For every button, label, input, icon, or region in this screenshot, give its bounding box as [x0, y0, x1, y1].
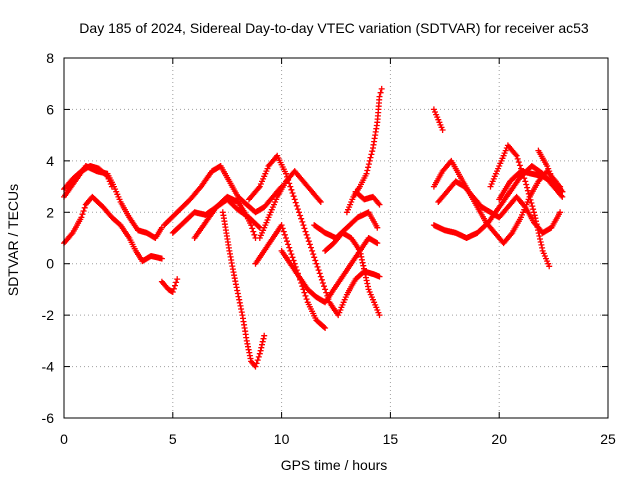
x-tick-label: 15: [383, 431, 399, 447]
data-markers: [322, 229, 383, 319]
data-markers: [430, 106, 446, 133]
data-markers: [535, 147, 566, 195]
data-markers: [252, 222, 329, 331]
y-tick-label: -4: [42, 359, 55, 375]
data-markers: [278, 235, 381, 306]
ticks-layer: 0 5 10 15 20 25 -6 -4 -2 0 2 4 6 8: [42, 50, 616, 447]
series-arc11: [256, 168, 324, 241]
marks-layer: [61, 85, 566, 370]
y-tick-label: 4: [46, 153, 54, 169]
plot-frame: [63, 57, 609, 419]
data-markers: [158, 276, 181, 295]
series-arc21: [487, 142, 553, 270]
x-tick-label: 20: [491, 431, 507, 447]
series-arc18: [430, 157, 566, 247]
y-axis-label: SDTVAR / TECUs: [5, 184, 21, 296]
y-tick-label: 2: [46, 204, 54, 220]
y-tick-label: 0: [46, 256, 54, 272]
data-markers: [191, 193, 259, 241]
series-arc4: [158, 276, 181, 295]
series-arc5: [161, 163, 285, 229]
data-markers: [256, 168, 324, 241]
x-axis-label: GPS time / hours: [281, 457, 388, 473]
series-arc16: [352, 188, 383, 208]
series-arc8: [219, 209, 268, 370]
chart-title: Day 185 of 2024, Sidereal Day-to-day VTE…: [79, 20, 589, 36]
y-tick-label: 6: [46, 101, 54, 117]
series-arc17: [430, 106, 446, 133]
y-tick-label: -2: [42, 307, 55, 323]
data-markers: [161, 163, 285, 229]
data-markers: [430, 157, 566, 247]
x-tick-label: 10: [274, 431, 290, 447]
series-arc12: [278, 235, 381, 306]
series-arc7: [191, 193, 259, 241]
x-tick-label: 5: [169, 431, 177, 447]
series-arc10: [252, 222, 329, 331]
series-arc14: [322, 229, 383, 319]
x-tick-label: 25: [600, 431, 616, 447]
data-markers: [352, 188, 383, 208]
y-tick-label: 8: [46, 50, 54, 66]
y-tick-label: -6: [42, 410, 55, 426]
x-tick-label: 0: [60, 431, 68, 447]
data-markers: [435, 178, 564, 236]
series-arc15: [343, 85, 385, 216]
data-markers: [343, 85, 385, 216]
data-markers: [487, 142, 553, 270]
data-markers: [219, 209, 268, 370]
series-arc20: [435, 178, 564, 236]
series-arc23: [535, 147, 566, 195]
